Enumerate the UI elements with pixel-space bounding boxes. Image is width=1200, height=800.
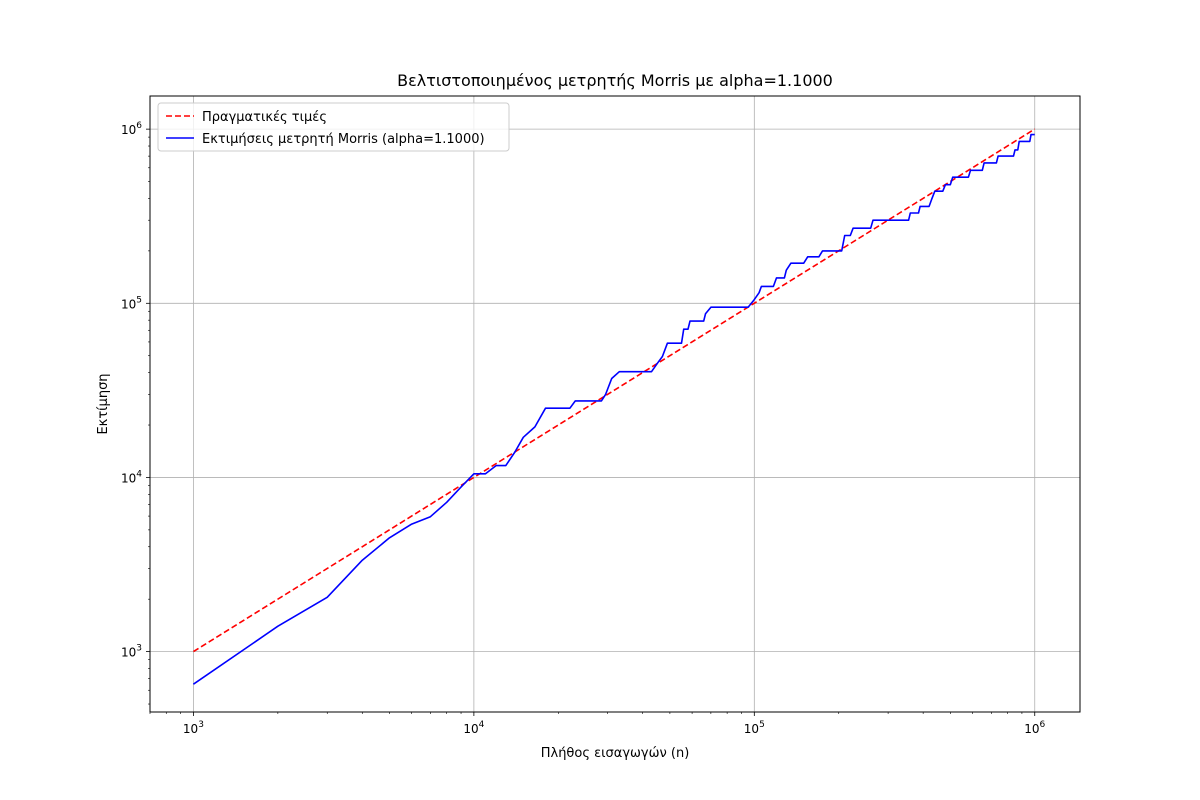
series-estimate-line	[192, 133, 1035, 685]
legend: Πραγματικές τιμές Εκτιμήσεις μετρητή Mor…	[157, 102, 510, 152]
y-tick-label: 105	[121, 295, 142, 311]
y-axis-label: Εκτίμηση	[96, 373, 111, 434]
chart-title: Βελτιστοποιημένος μετρητής Morris με alp…	[397, 71, 833, 90]
x-axis-label: Πλήθος εισαγωγών (n)	[541, 746, 690, 761]
legend-entry-actual: Πραγματικές τιμές	[202, 110, 327, 125]
legend-box	[157, 102, 510, 152]
plot-series	[192, 128, 1036, 685]
y-tick-label: 104	[121, 469, 142, 485]
y-tick-label: 103	[121, 644, 142, 660]
series-actual-line	[192, 128, 1036, 653]
x-tick-label: 105	[744, 720, 765, 736]
x-tick-label: 103	[183, 720, 204, 736]
axis-ticks: 103 104 105 106 103 104 105 106	[121, 121, 1046, 736]
y-tick-label: 106	[121, 121, 142, 137]
plot-frame	[149, 95, 1081, 713]
x-tick-label: 104	[463, 720, 484, 736]
legend-entry-estimate: Εκτιμήσεις μετρητή Morris (alpha=1.1000)	[202, 132, 485, 147]
x-tick-label: 106	[1024, 720, 1045, 736]
